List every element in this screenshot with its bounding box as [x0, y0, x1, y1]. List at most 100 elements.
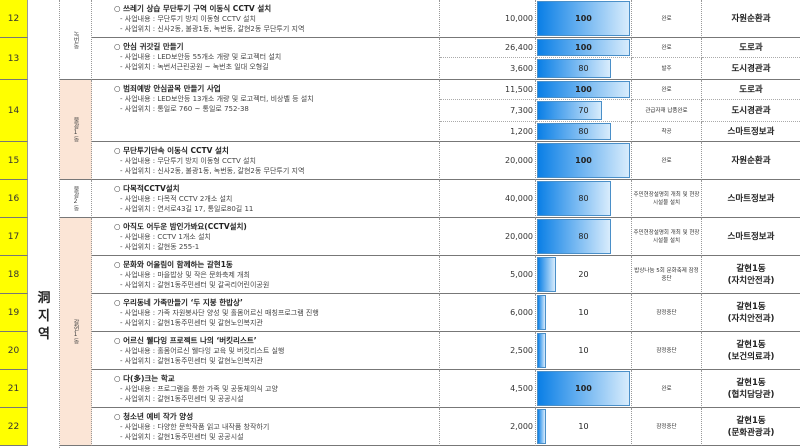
row-number[interactable]: 18 [0, 256, 28, 294]
department-cell[interactable]: 스마트정보과 [702, 122, 800, 142]
progress-bar[interactable]: 70 [536, 100, 632, 122]
status-cell[interactable]: 잠정중단 [632, 408, 702, 446]
project-content: - 사업내용 : 다목적 CCTV 2개소 설치 [120, 195, 233, 203]
progress-bar[interactable]: 10 [536, 294, 632, 332]
department-cell[interactable]: 도시경관과 [702, 58, 800, 80]
project-cell[interactable]: ○ 다목적CCTV설치 - 사업내용 : 다목적 CCTV 2개소 설치 - 사업위… [92, 180, 440, 218]
row-number[interactable]: 22 [0, 408, 28, 446]
progress-bar[interactable]: 10 [536, 332, 632, 370]
department-cell[interactable]: 자원순환과 [702, 142, 800, 180]
status-cell[interactable]: 완료 [632, 0, 702, 38]
department-cell[interactable]: 도시경관과 [702, 100, 800, 122]
progress-fill [537, 39, 630, 56]
project-cell[interactable]: ○ 범죄예방 안심골목 만들기 사업 - 사업내용 : LED보안등 13개소 개… [92, 80, 440, 142]
row-number[interactable]: 16 [0, 180, 28, 218]
status-cell[interactable]: 착공 [632, 122, 702, 142]
row-number[interactable]: 13 [0, 38, 28, 80]
project-location: - 사업위치 : 갈현1동주민센터 및 갈현노인복지관 [120, 357, 263, 365]
department-cell[interactable]: 갈현1동 (자치안전과) [702, 294, 800, 332]
status-cell[interactable]: 완료 [632, 38, 702, 58]
progress-bar[interactable]: 20 [536, 256, 632, 294]
progress-bar[interactable]: 80 [536, 218, 632, 256]
budget-amount[interactable]: 20,000 [440, 218, 536, 256]
project-location: - 사업위치 : 갈현1동주민센터 및 갈현노인복지관 [120, 319, 263, 327]
project-cell[interactable]: ○ 청소년 예비 작가 양성 - 사업내용 : 다양한 문학작품 읽고 내작품 창… [92, 408, 440, 446]
budget-amount[interactable]: 10,000 [440, 0, 536, 38]
progress-bar[interactable]: 100 [536, 80, 632, 100]
dong-cell[interactable]: 녹번동 [60, 0, 92, 80]
department-cell[interactable]: 자원순환과 [702, 0, 800, 38]
row-number[interactable]: 19 [0, 294, 28, 332]
status-cell[interactable]: 완료 [632, 370, 702, 408]
progress-bar[interactable]: 80 [536, 180, 632, 218]
row-number[interactable]: 14 [0, 80, 28, 142]
department-cell[interactable]: 갈현1동 (자치안전과) [702, 256, 800, 294]
progress-fill [537, 1, 630, 36]
budget-amount[interactable]: 4,500 [440, 370, 536, 408]
project-content: - 사업내용 : 프로그램을 통한 가족 및 공동체의식 고양 [120, 385, 278, 393]
department-cell[interactable]: 갈현1동 (문화관광과) [702, 408, 800, 446]
project-location: - 사업위치 : 통일로 760 ~ 통일로 752-38 [120, 105, 249, 113]
project-content: - 사업내용 : LED보안등 55개소 개량 및 로고젝터 설치 [120, 53, 282, 61]
department-cell[interactable]: 도로과 [702, 80, 800, 100]
department-cell[interactable]: 갈현1동 (협치담당관) [702, 370, 800, 408]
project-cell[interactable]: ○ 문화와 어울림이 함께하는 갈현1동 - 사업내용 : 마을밥상 및 작은 문… [92, 256, 440, 294]
department-cell[interactable]: 스마트정보과 [702, 218, 800, 256]
project-cell[interactable]: ○ 우리동네 가족만들기 ‘두 지붕 한밥상’ - 사업내용 : 가족 자원봉사단… [92, 294, 440, 332]
budget-amount[interactable]: 2,000 [440, 408, 536, 446]
project-cell[interactable]: ○ 쓰레기 상습 무단투기 구역 이동식 CCTV 설치 - 사업내용 : 무단투… [92, 0, 440, 38]
project-cell[interactable]: ○ 무단투기단속 이동식 CCTV 설치 - 사업내용 : 무단투기 방지 이동형… [92, 142, 440, 180]
progress-bar[interactable]: 80 [536, 58, 632, 80]
progress-value: 100 [575, 156, 592, 165]
row-number[interactable]: 15 [0, 142, 28, 180]
row-number[interactable]: 12 [0, 0, 28, 38]
budget-amount[interactable]: 3,600 [440, 58, 536, 80]
status-cell[interactable]: 완료 [632, 80, 702, 100]
region-cell[interactable]: 洞 지역 [28, 0, 60, 448]
dong-cell[interactable]: 불광2동 [60, 180, 92, 218]
progress-bar[interactable]: 80 [536, 122, 632, 142]
project-content: - 사업내용 : 다양한 문학작품 읽고 내작품 창작하기 [120, 423, 270, 431]
status-cell[interactable]: 완료 [632, 142, 702, 180]
budget-amount[interactable]: 5,000 [440, 256, 536, 294]
project-title: ○ 다목적CCTV설치 [114, 184, 180, 193]
department-cell[interactable]: 스마트정보과 [702, 180, 800, 218]
budget-amount[interactable]: 20,000 [440, 142, 536, 180]
status-cell[interactable]: 발주 [632, 58, 702, 80]
department-cell[interactable]: 도로과 [702, 38, 800, 58]
row-number[interactable]: 20 [0, 332, 28, 370]
progress-value: 10 [578, 346, 589, 355]
progress-fill [537, 59, 612, 78]
progress-bar[interactable]: 100 [536, 38, 632, 58]
row-number[interactable]: 17 [0, 218, 28, 256]
project-cell[interactable]: ○ 안심 귀갓길 만들기 - 사업내용 : LED보안등 55개소 개량 및 로고… [92, 38, 440, 80]
budget-amount[interactable]: 26,400 [440, 38, 536, 58]
progress-bar[interactable]: 100 [536, 0, 632, 38]
budget-amount[interactable]: 6,000 [440, 294, 536, 332]
progress-bar[interactable]: 100 [536, 370, 632, 408]
budget-amount[interactable]: 7,300 [440, 100, 536, 122]
status-cell[interactable]: 관급자재 납품완료 [632, 100, 702, 122]
project-cell[interactable]: ○ 어르신 웰다잉 프로젝트 나의 ‘버킷리스트’ - 사업내용 : 홀몸어르신 … [92, 332, 440, 370]
project-content: - 사업내용 : 마을밥상 및 작은 문화축제 개최 [120, 271, 250, 279]
project-cell[interactable]: ○ 아직도 어두운 밤인가봐요(CCTV설치) - 사업내용 : CCTV 1개소… [92, 218, 440, 256]
row-number[interactable]: 21 [0, 370, 28, 408]
status-cell[interactable]: 잠정중단 [632, 294, 702, 332]
project-location: - 사업위치 : 갈현1동주민센터 및 공공시설 [120, 433, 244, 441]
status-cell[interactable]: 주민현장설명회 개최 및 현장시설물 설치 [632, 218, 702, 256]
status-cell[interactable]: 주민현장설명회 개최 및 현장시설물 설치 [632, 180, 702, 218]
project-cell[interactable]: ○ 다(多)크는 학교 - 사업내용 : 프로그램을 통한 가족 및 공동체의식 … [92, 370, 440, 408]
progress-bar[interactable]: 100 [536, 142, 632, 180]
project-title: ○ 다(多)크는 학교 [114, 374, 175, 383]
budget-amount[interactable]: 11,500 [440, 80, 536, 100]
department-cell[interactable]: 갈현1동 (보건의료과) [702, 332, 800, 370]
status-cell[interactable]: 잠정중단 [632, 332, 702, 370]
dong-cell[interactable]: 불광1동 [60, 80, 92, 180]
dong-cell[interactable]: 갈현1동 [60, 218, 92, 446]
region-label: 洞 지역 [37, 291, 51, 342]
budget-amount[interactable]: 2,500 [440, 332, 536, 370]
status-cell[interactable]: 밥상나눔 5회 문화축제 잠정중단 [632, 256, 702, 294]
budget-amount[interactable]: 1,200 [440, 122, 536, 142]
budget-amount[interactable]: 40,000 [440, 180, 536, 218]
progress-bar[interactable]: 10 [536, 408, 632, 446]
